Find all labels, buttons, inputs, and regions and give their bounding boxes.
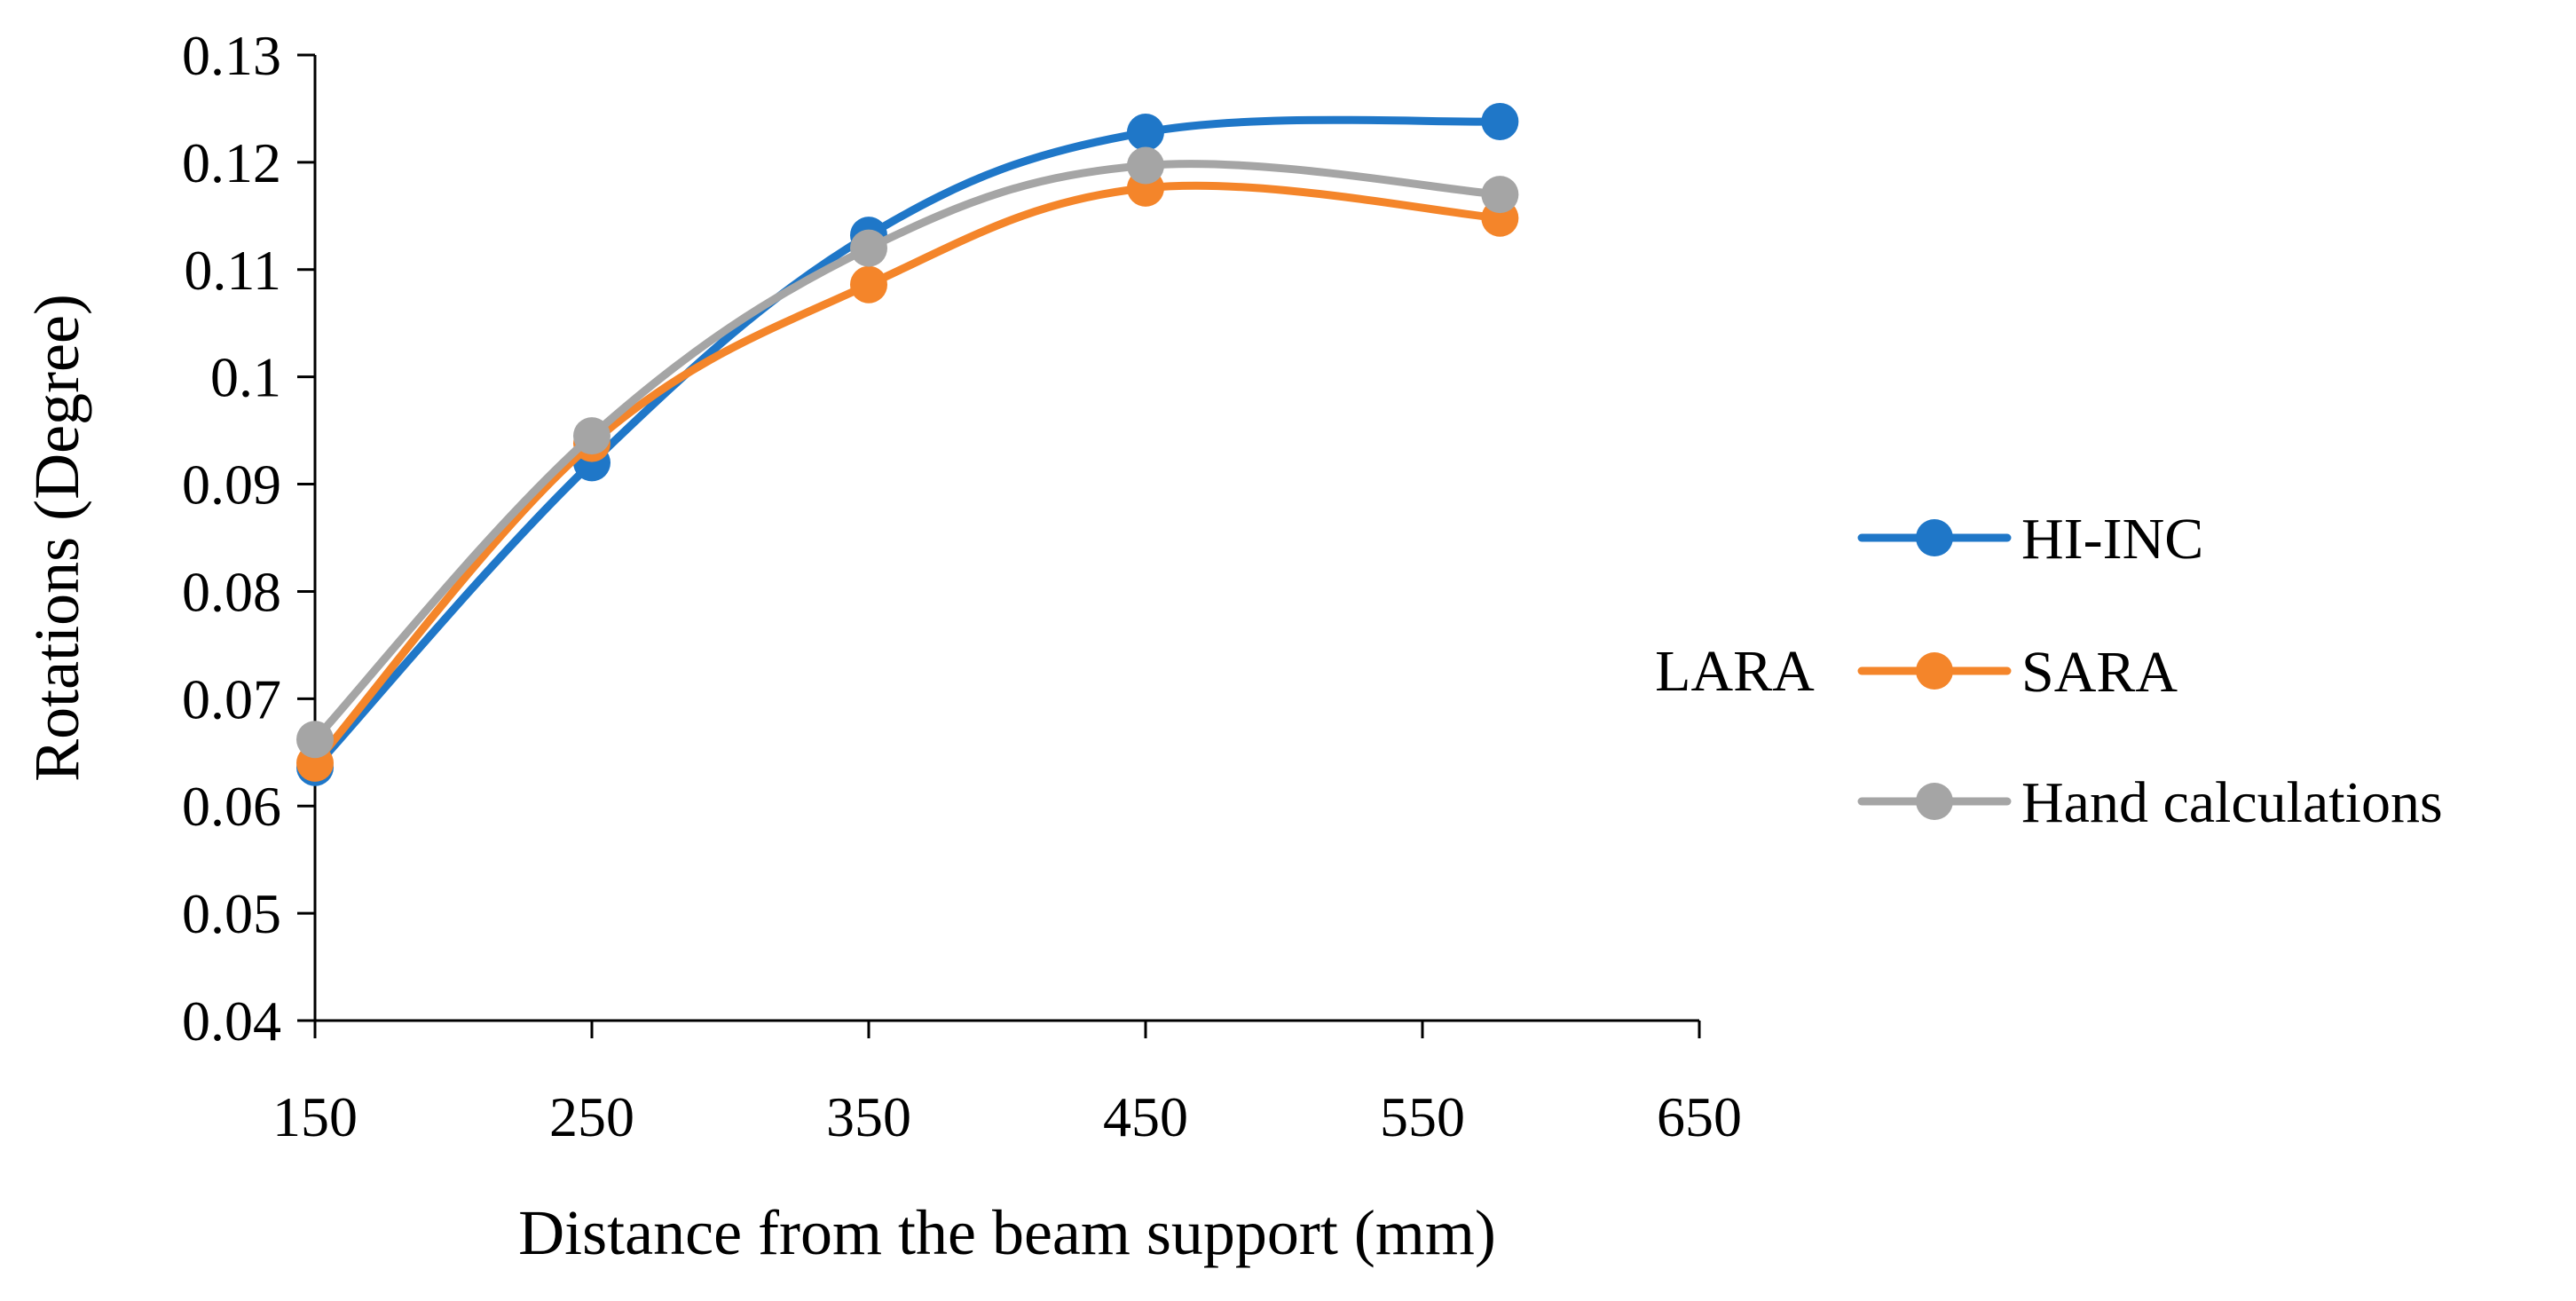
data-point-hand-calculations bbox=[573, 417, 611, 455]
x-axis-label: Distance from the beam support (mm) bbox=[518, 1197, 1496, 1268]
y-tick-label: 0.11 bbox=[184, 239, 281, 302]
series-line-hand-calculations bbox=[311, 160, 1504, 744]
x-tick-label: 250 bbox=[549, 1085, 634, 1148]
data-point-hi-inc bbox=[1127, 114, 1164, 152]
series-line-hi-inc bbox=[311, 115, 1504, 772]
legend-label-sara: SARA bbox=[2021, 640, 2178, 705]
legend-marker-hi-inc bbox=[1916, 519, 1953, 556]
y-tick-label: 0.05 bbox=[182, 882, 281, 945]
data-point-hi-inc bbox=[1481, 102, 1519, 140]
y-tick-label: 0.1 bbox=[210, 346, 281, 409]
y-tick-label: 0.12 bbox=[182, 131, 281, 194]
x-tick-label: 550 bbox=[1380, 1085, 1465, 1148]
series-sara bbox=[296, 169, 1519, 782]
y-tick-label: 0.07 bbox=[182, 667, 281, 730]
x-tick-label: 450 bbox=[1103, 1085, 1188, 1148]
legend-label-hand-calculations: Hand calculations bbox=[2021, 770, 2443, 835]
series-hi-inc bbox=[296, 102, 1519, 786]
legend-group-label: LARA bbox=[1655, 639, 1815, 704]
x-tick-label: 150 bbox=[272, 1085, 358, 1148]
legend-marker-hand-calculations bbox=[1916, 783, 1953, 820]
x-tick-label: 650 bbox=[1657, 1085, 1742, 1148]
series-line-sara bbox=[311, 181, 1504, 768]
y-tick-label: 0.13 bbox=[182, 24, 281, 87]
x-tick-label: 350 bbox=[826, 1085, 911, 1148]
legend: HI-INC SARA Hand calculations bbox=[1857, 507, 2443, 835]
data-point-hand-calculations bbox=[850, 229, 887, 267]
y-axis-label: Rotations (Degree) bbox=[21, 294, 92, 782]
y-tick-label: 0.09 bbox=[182, 453, 281, 516]
y-tick-label: 0.08 bbox=[182, 560, 281, 623]
data-point-sara bbox=[850, 265, 887, 304]
axes: 0.04 0.05 0.06 0.07 0.08 0.09 0.1 0.11 0.12 0.13 1… bbox=[182, 24, 1742, 1148]
y-tick-label: 0.06 bbox=[182, 775, 281, 838]
legend-marker-sara bbox=[1916, 652, 1953, 690]
data-point-hand-calculations bbox=[296, 721, 334, 759]
data-point-hand-calculations bbox=[1481, 176, 1519, 214]
data-point-hand-calculations bbox=[1127, 146, 1164, 185]
series-hand-calculations bbox=[296, 146, 1519, 759]
series-layer bbox=[296, 102, 1519, 786]
legend-label-hi-inc: HI-INC bbox=[2021, 507, 2203, 572]
y-tick-label: 0.04 bbox=[182, 990, 281, 1053]
